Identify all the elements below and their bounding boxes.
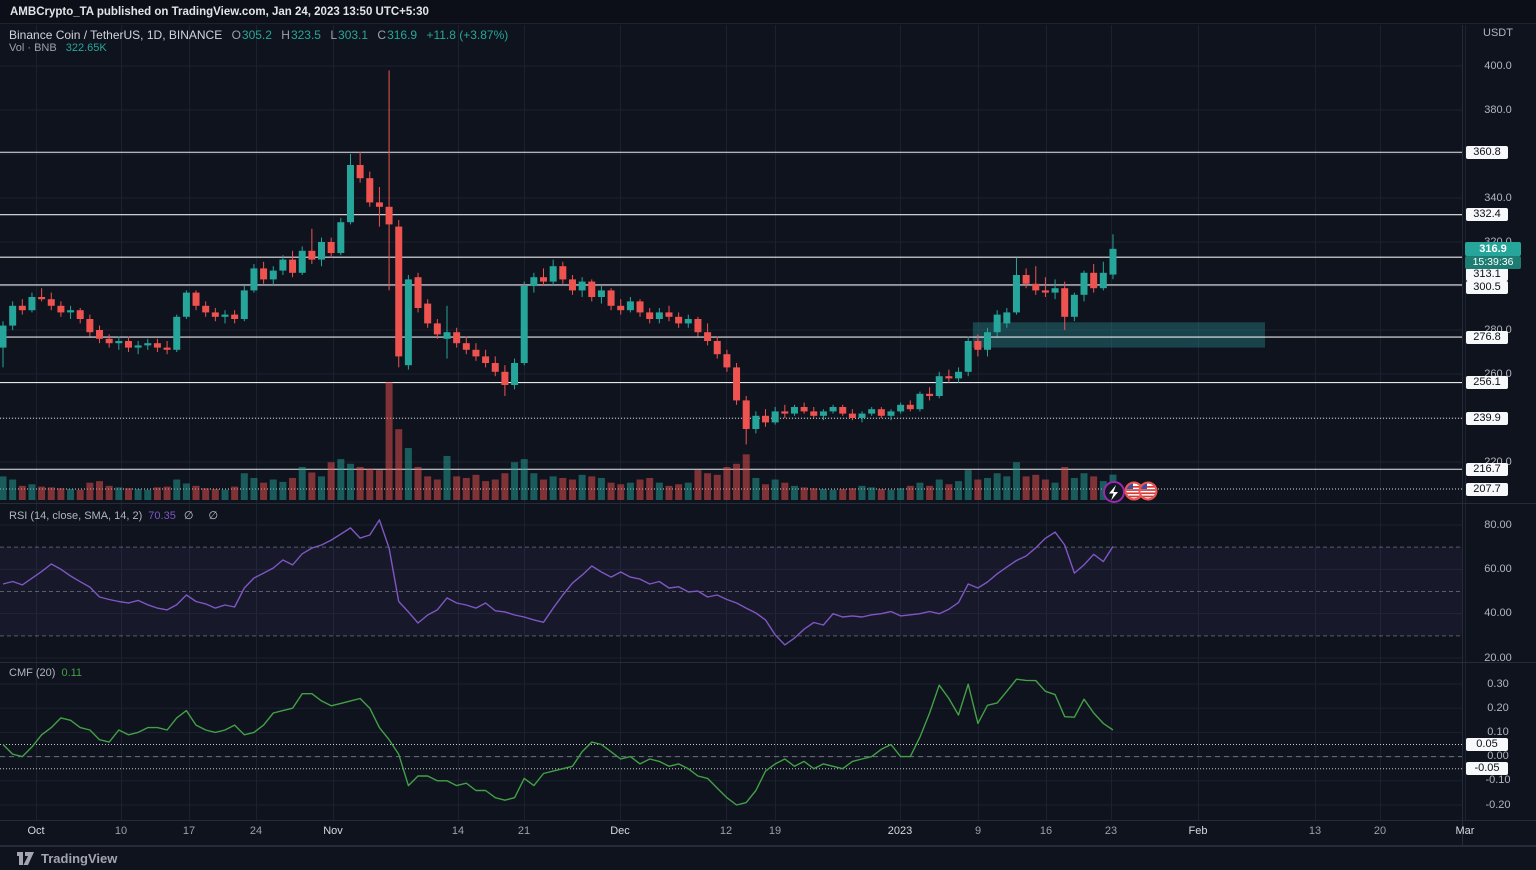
time-axis-label-20: 20: [1373, 825, 1387, 837]
volume-bars: [0, 381, 1117, 500]
cmf-axis-tick: 0.10: [1487, 725, 1509, 738]
high-label: H: [281, 28, 290, 42]
rsi-axis-tick: 40.00: [1484, 607, 1512, 620]
footer-bar: TradingView: [0, 846, 1536, 870]
rsi-axis-tick: 80.00: [1484, 518, 1512, 531]
time-axis-label-nov: Nov: [323, 825, 343, 837]
time-axis-label-mar: Mar: [1455, 825, 1475, 837]
volume-legend[interactable]: Vol · BNB 322.65K: [9, 42, 107, 54]
cmf-guides: [0, 744, 1462, 770]
rsi-value: 70.35: [148, 510, 176, 522]
time-axis-label-17: 17: [182, 825, 196, 837]
publisher-bar: AMBCrypto_TA published on TradingView.co…: [0, 0, 1536, 24]
rsi-line: [2, 519, 1114, 646]
candles[interactable]: [0, 70, 1117, 445]
price-axis-tick: 340.0: [1484, 191, 1512, 204]
open-label: O: [231, 28, 241, 42]
price-axis-currency: USDT: [1483, 27, 1513, 39]
time-axis-label-23: 23: [1104, 825, 1118, 837]
change-value: +11.8 (+3.87%): [426, 28, 509, 42]
time-axis-label-10: 10: [114, 825, 128, 837]
time-axis-label-24: 24: [249, 825, 263, 837]
time-axis-label-oct: Oct: [27, 825, 45, 837]
price-level-label: 256.1: [1466, 376, 1508, 390]
cmf-line: [2, 678, 1114, 806]
cmf-axis-tick: -0.20: [1485, 798, 1511, 811]
price-level-label: 332.4: [1466, 208, 1508, 222]
price-level-label: 300.5: [1466, 281, 1508, 294]
time-axis-label-14: 14: [451, 825, 465, 837]
time-axis-label-19: 19: [768, 825, 782, 837]
price-level-label: 360.8: [1466, 145, 1508, 159]
cmf-legend[interactable]: CMF (20) 0.11: [9, 667, 82, 679]
tradingview-logo-text[interactable]: TradingView: [41, 851, 118, 866]
time-axis-label-13: 13: [1308, 825, 1322, 837]
rsi-axis-tick: 20.00: [1484, 651, 1512, 664]
price-axis-tick: 380.0: [1484, 103, 1512, 116]
time-axis-label-2023: 2023: [887, 825, 913, 837]
bar-countdown-label: 15:39:36: [1465, 255, 1521, 269]
price-level-label: 216.7: [1466, 462, 1508, 476]
high-value: 323.5: [290, 28, 321, 42]
symbol-title[interactable]: Binance Coin / TetherUS, 1D, BINANCE: [9, 28, 223, 42]
time-axis-label-16: 16: [1039, 825, 1053, 837]
time-axis-label-12: 12: [719, 825, 733, 837]
cmf-axis-tick: -0.10: [1485, 774, 1511, 787]
time-axis-label-feb: Feb: [1188, 825, 1208, 837]
rsi-extra-values: ∅ ∅: [183, 510, 225, 522]
rsi-axis-tick: 60.00: [1484, 562, 1512, 575]
grid-lines: [0, 25, 1466, 820]
cmf-level-label: 0.05: [1466, 738, 1508, 751]
rsi-band: [0, 546, 1462, 637]
price-level-lines[interactable]: [0, 151, 1462, 490]
price-level-label: 276.8: [1466, 330, 1508, 344]
price-level-label: 207.7: [1466, 482, 1508, 496]
cmf-value: 0.11: [61, 667, 83, 679]
event-markers[interactable]: [1103, 481, 1158, 503]
cmf-level-label: -0.05: [1466, 762, 1508, 776]
close-label: C: [377, 28, 387, 42]
volume-label: Vol · BNB: [9, 42, 57, 54]
cmf-label: CMF (20): [9, 667, 56, 679]
close-value: 316.9: [387, 28, 418, 42]
pane-separators[interactable]: [0, 25, 1536, 846]
rsi-label: RSI (14, close, SMA, 14, 2): [9, 510, 143, 522]
supply-zone[interactable]: [972, 322, 1265, 348]
time-axis-label-dec: Dec: [610, 825, 630, 837]
tradingview-logo-icon[interactable]: [16, 851, 35, 866]
low-value: 303.1: [338, 28, 369, 42]
publisher-text: AMBCrypto_TA published on TradingView.co…: [10, 6, 429, 18]
cmf-axis-tick: 0.20: [1487, 701, 1509, 714]
lightning-bolt-glyph: [1109, 485, 1118, 501]
open-value: 305.2: [241, 28, 272, 42]
price-level-label: 313.1: [1466, 268, 1508, 281]
volume-value: 322.65K: [65, 42, 107, 54]
symbol-legend[interactable]: Binance Coin / TetherUS, 1D, BINANCE O30…: [9, 28, 514, 42]
time-axis-label-21: 21: [517, 825, 531, 837]
last-price-label: 316.9: [1465, 241, 1521, 256]
time-axis-label-9: 9: [974, 825, 982, 837]
cmf-axis-tick: 0.30: [1487, 677, 1509, 690]
price-level-label: 239.9: [1466, 411, 1508, 425]
cmf-axis-tick: 0.00: [1487, 750, 1509, 763]
price-axis-tick: 400.0: [1484, 59, 1512, 72]
low-label: L: [330, 28, 338, 42]
rsi-legend[interactable]: RSI (14, close, SMA, 14, 2) 70.35 ∅ ∅: [9, 509, 224, 522]
